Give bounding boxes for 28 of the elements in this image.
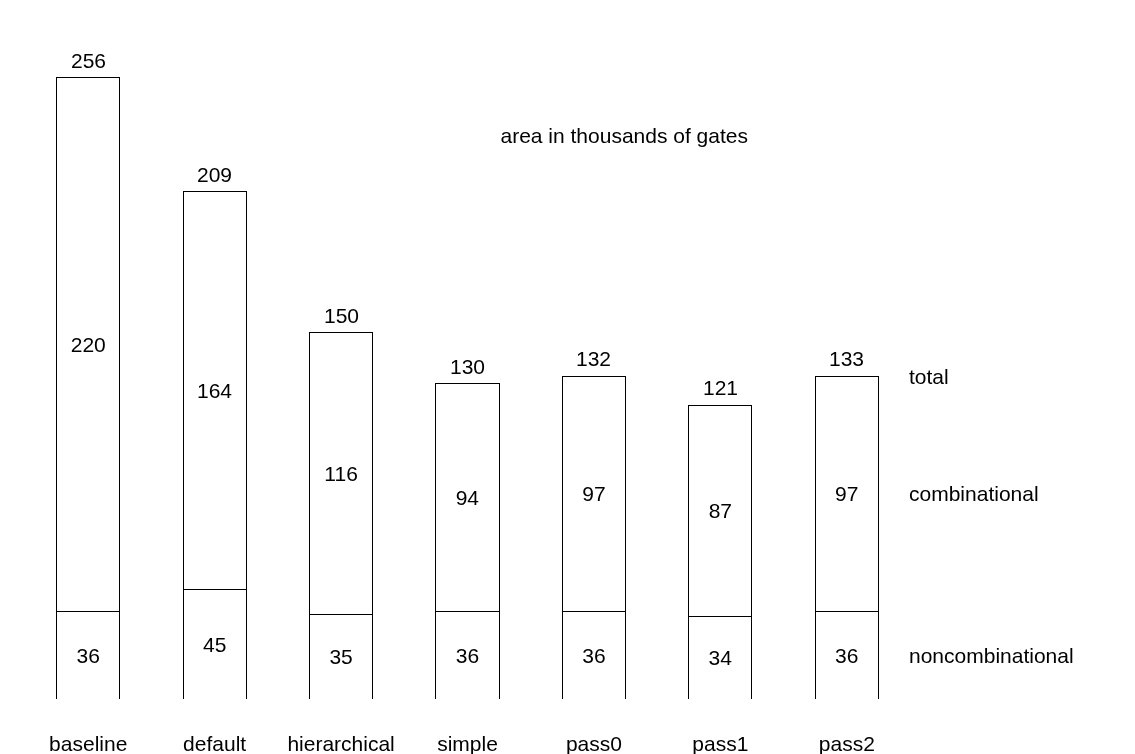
data-label: 36	[76, 643, 100, 667]
data-label: 94	[455, 486, 480, 510]
total-label: 256	[71, 49, 107, 72]
data-label: 34	[708, 646, 733, 670]
data-label: 97	[835, 482, 859, 506]
total-label: 133	[829, 347, 865, 370]
annotation: total	[909, 365, 949, 388]
series-label: combinational	[909, 482, 1039, 505]
total-label: 209	[197, 163, 233, 186]
total-label: 150	[324, 304, 360, 327]
data-label: 116	[324, 461, 358, 485]
total-label: 121	[703, 376, 739, 399]
text: area in thousands of gates	[500, 124, 749, 148]
total-label: 132	[576, 347, 612, 370]
data-label: 220	[70, 333, 106, 357]
data-label: 36	[835, 643, 859, 667]
total-label: 130	[450, 355, 486, 378]
data-label: 35	[329, 645, 353, 669]
data-label: 45	[202, 632, 227, 656]
x-tick-label: hierarchical	[287, 732, 395, 754]
data-label: 87	[708, 499, 733, 523]
data-label: 164	[196, 379, 233, 403]
data-label: 97	[582, 482, 606, 506]
series-label: noncombinational	[909, 644, 1074, 667]
data-label: 36	[582, 643, 606, 667]
x-tick-label: default	[183, 732, 247, 754]
data-label: 36	[455, 643, 480, 667]
x-tick-label: baseline	[49, 732, 128, 754]
